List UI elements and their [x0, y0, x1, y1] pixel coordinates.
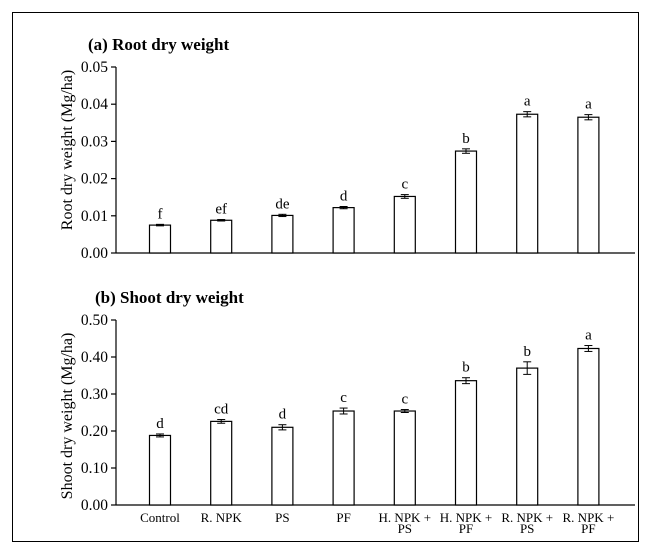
- y-tick-label: 0.10: [81, 460, 108, 477]
- significance-letter: d: [156, 416, 164, 432]
- bar: [148, 434, 172, 506]
- x-tick-label: R. NPK: [201, 510, 243, 525]
- y-tick-label: 0.00: [81, 245, 108, 262]
- x-tick-label: PS: [275, 510, 289, 525]
- x-tick-label: H. NPK +: [379, 510, 431, 525]
- y-tick-label: 0.05: [81, 59, 108, 76]
- significance-letter: de: [275, 196, 290, 212]
- significance-letter: a: [524, 94, 531, 110]
- significance-letter: ef: [215, 202, 227, 218]
- x-tick-label: PF: [581, 521, 595, 536]
- x-tick-label: PS: [398, 521, 412, 536]
- y-tick-label: 0.01: [81, 208, 108, 225]
- bar: [271, 214, 294, 254]
- x-tick-label: H. NPK +: [440, 510, 492, 525]
- significance-letter: c: [401, 392, 408, 408]
- y-tick-label: 0.00: [81, 497, 108, 514]
- y-axis-label: Shoot dry weight (Mg/ha): [59, 333, 76, 500]
- significance-letter: f: [158, 206, 163, 222]
- y-tick-label: 0.02: [81, 171, 108, 188]
- bar: [271, 426, 294, 506]
- chart-title: (a) Root dry weight: [88, 35, 230, 54]
- y-tick-label: 0.03: [81, 133, 108, 150]
- bar: [332, 207, 355, 254]
- y-tick-label: 0.40: [81, 349, 108, 366]
- significance-letter: cd: [214, 402, 229, 418]
- bar: [393, 410, 416, 506]
- y-tick-label: 0.20: [81, 423, 108, 440]
- significance-letter: b: [523, 344, 531, 360]
- y-tick-label: 0.30: [81, 386, 108, 403]
- y-tick-label: 0.04: [81, 96, 108, 113]
- x-tick-label: Control: [140, 510, 180, 525]
- bar: [577, 347, 600, 506]
- y-tick-label: 0.50: [81, 312, 108, 329]
- bar: [148, 224, 172, 254]
- chart-panel-b: (b) Shoot dry weight Shoot dry weight (M…: [59, 288, 635, 536]
- bar: [577, 116, 600, 254]
- y-axis-label: Root dry weight (Mg/ha): [59, 70, 76, 230]
- bar: [454, 150, 478, 254]
- bar: [393, 195, 416, 254]
- significance-letter: a: [585, 97, 592, 113]
- bar: [454, 380, 478, 506]
- x-tick-label: PF: [336, 510, 350, 525]
- bar: [516, 367, 539, 506]
- x-tick-label: R. NPK +: [563, 510, 615, 525]
- x-tick-label: PF: [459, 521, 473, 536]
- chart-title: (b) Shoot dry weight: [95, 288, 244, 307]
- significance-letter: c: [340, 390, 347, 406]
- significance-letter: d: [340, 189, 348, 205]
- plot-area: 0.00 0.01 0.02 0.03 0.04 0.05 f ef de d c b a a: [81, 59, 635, 262]
- significance-letter: c: [401, 177, 408, 193]
- x-tick-label: R. NPK +: [501, 510, 553, 525]
- bar: [210, 219, 233, 254]
- significance-letter: b: [462, 360, 470, 376]
- significance-letter: b: [462, 131, 470, 147]
- significance-letter: d: [279, 407, 287, 423]
- chart-panel-a: (a) Root dry weight Root dry weight (Mg/…: [59, 35, 635, 262]
- bar: [332, 410, 355, 506]
- x-tick-label: PS: [520, 521, 534, 536]
- significance-letter: a: [585, 328, 592, 344]
- bar: [210, 420, 233, 506]
- bar: [516, 113, 539, 254]
- figure-frame: [12, 12, 639, 542]
